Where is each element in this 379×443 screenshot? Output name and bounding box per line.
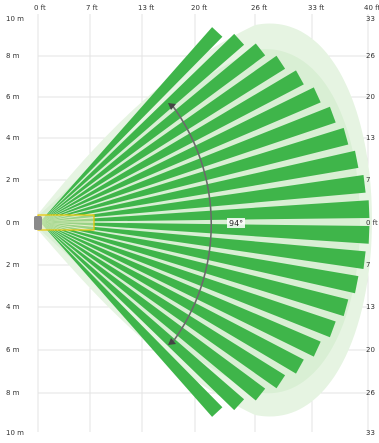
detection-beam	[40, 43, 266, 222]
detection-beam	[40, 55, 286, 223]
detection-beam	[40, 33, 245, 223]
left-m-label: 10 m	[6, 15, 24, 23]
left-m-label: 4 m	[6, 134, 20, 142]
detection-beam	[40, 127, 349, 222]
left-m-label: 2 m	[6, 176, 20, 184]
right-ft-label: 20	[366, 93, 375, 101]
right-ft-label: 33	[366, 15, 375, 23]
left-m-label: 4 m	[6, 303, 20, 311]
arc-arrow-bottom-icon	[168, 338, 176, 345]
arc-arrow-top-icon	[168, 103, 176, 110]
detection-beam	[40, 70, 304, 223]
detection-beam	[40, 200, 370, 222]
detection-beam	[40, 87, 321, 223]
right-ft-label: 0 ft	[366, 219, 378, 227]
right-ft-label: 7	[366, 261, 370, 269]
detection-beam	[40, 222, 370, 244]
detection-beam	[40, 222, 266, 401]
angle-arc	[171, 104, 213, 344]
detection-beam	[40, 106, 336, 222]
sensor-icon	[34, 216, 42, 230]
detection-beam	[40, 175, 366, 222]
sensor-range-box	[37, 214, 95, 231]
top-ft-label: 33 ft	[308, 4, 324, 12]
detection-beam	[40, 222, 286, 389]
detection-beam	[40, 222, 304, 374]
right-ft-label: 7	[366, 176, 370, 184]
top-ft-label: 0 ft	[34, 4, 46, 12]
detection-beam	[40, 222, 349, 317]
top-ft-label: 20 ft	[191, 4, 207, 12]
top-ft-label: 13 ft	[138, 4, 154, 12]
axis-labels: 0 ft 7 ft 13 ft 20 ft 26 ft 33 ft 40 ft 10 m 33 8…	[6, 4, 379, 437]
detection-beam	[40, 27, 223, 222]
left-m-label: 10 m	[6, 429, 24, 437]
top-ft-label: 40 ft	[364, 4, 379, 12]
beam-group	[40, 27, 370, 417]
angle-label: 94°	[229, 219, 243, 228]
top-ft-label: 7 ft	[86, 4, 98, 12]
detection-beam	[40, 222, 366, 269]
left-m-label: 8 m	[6, 389, 20, 397]
right-ft-label: 33	[366, 429, 375, 437]
detection-beam	[40, 150, 359, 222]
left-m-label: 2 m	[6, 261, 20, 269]
left-m-label: 6 m	[6, 346, 20, 354]
detection-beam	[40, 222, 321, 357]
top-ft-label: 26 ft	[251, 4, 267, 12]
left-m-label: 8 m	[6, 52, 20, 60]
right-ft-label: 20	[366, 346, 375, 354]
detection-beam	[40, 222, 336, 338]
right-ft-label: 13	[366, 134, 375, 142]
left-m-label: 6 m	[6, 93, 20, 101]
left-m-label: 0 m	[6, 219, 20, 227]
detection-beam	[40, 222, 245, 411]
detection-beam	[40, 222, 223, 417]
right-ft-label: 26	[366, 389, 375, 397]
right-ft-label: 13	[366, 303, 375, 311]
angle-label-bg	[227, 218, 245, 228]
right-ft-label: 26	[366, 52, 375, 60]
detection-beam	[40, 222, 359, 294]
